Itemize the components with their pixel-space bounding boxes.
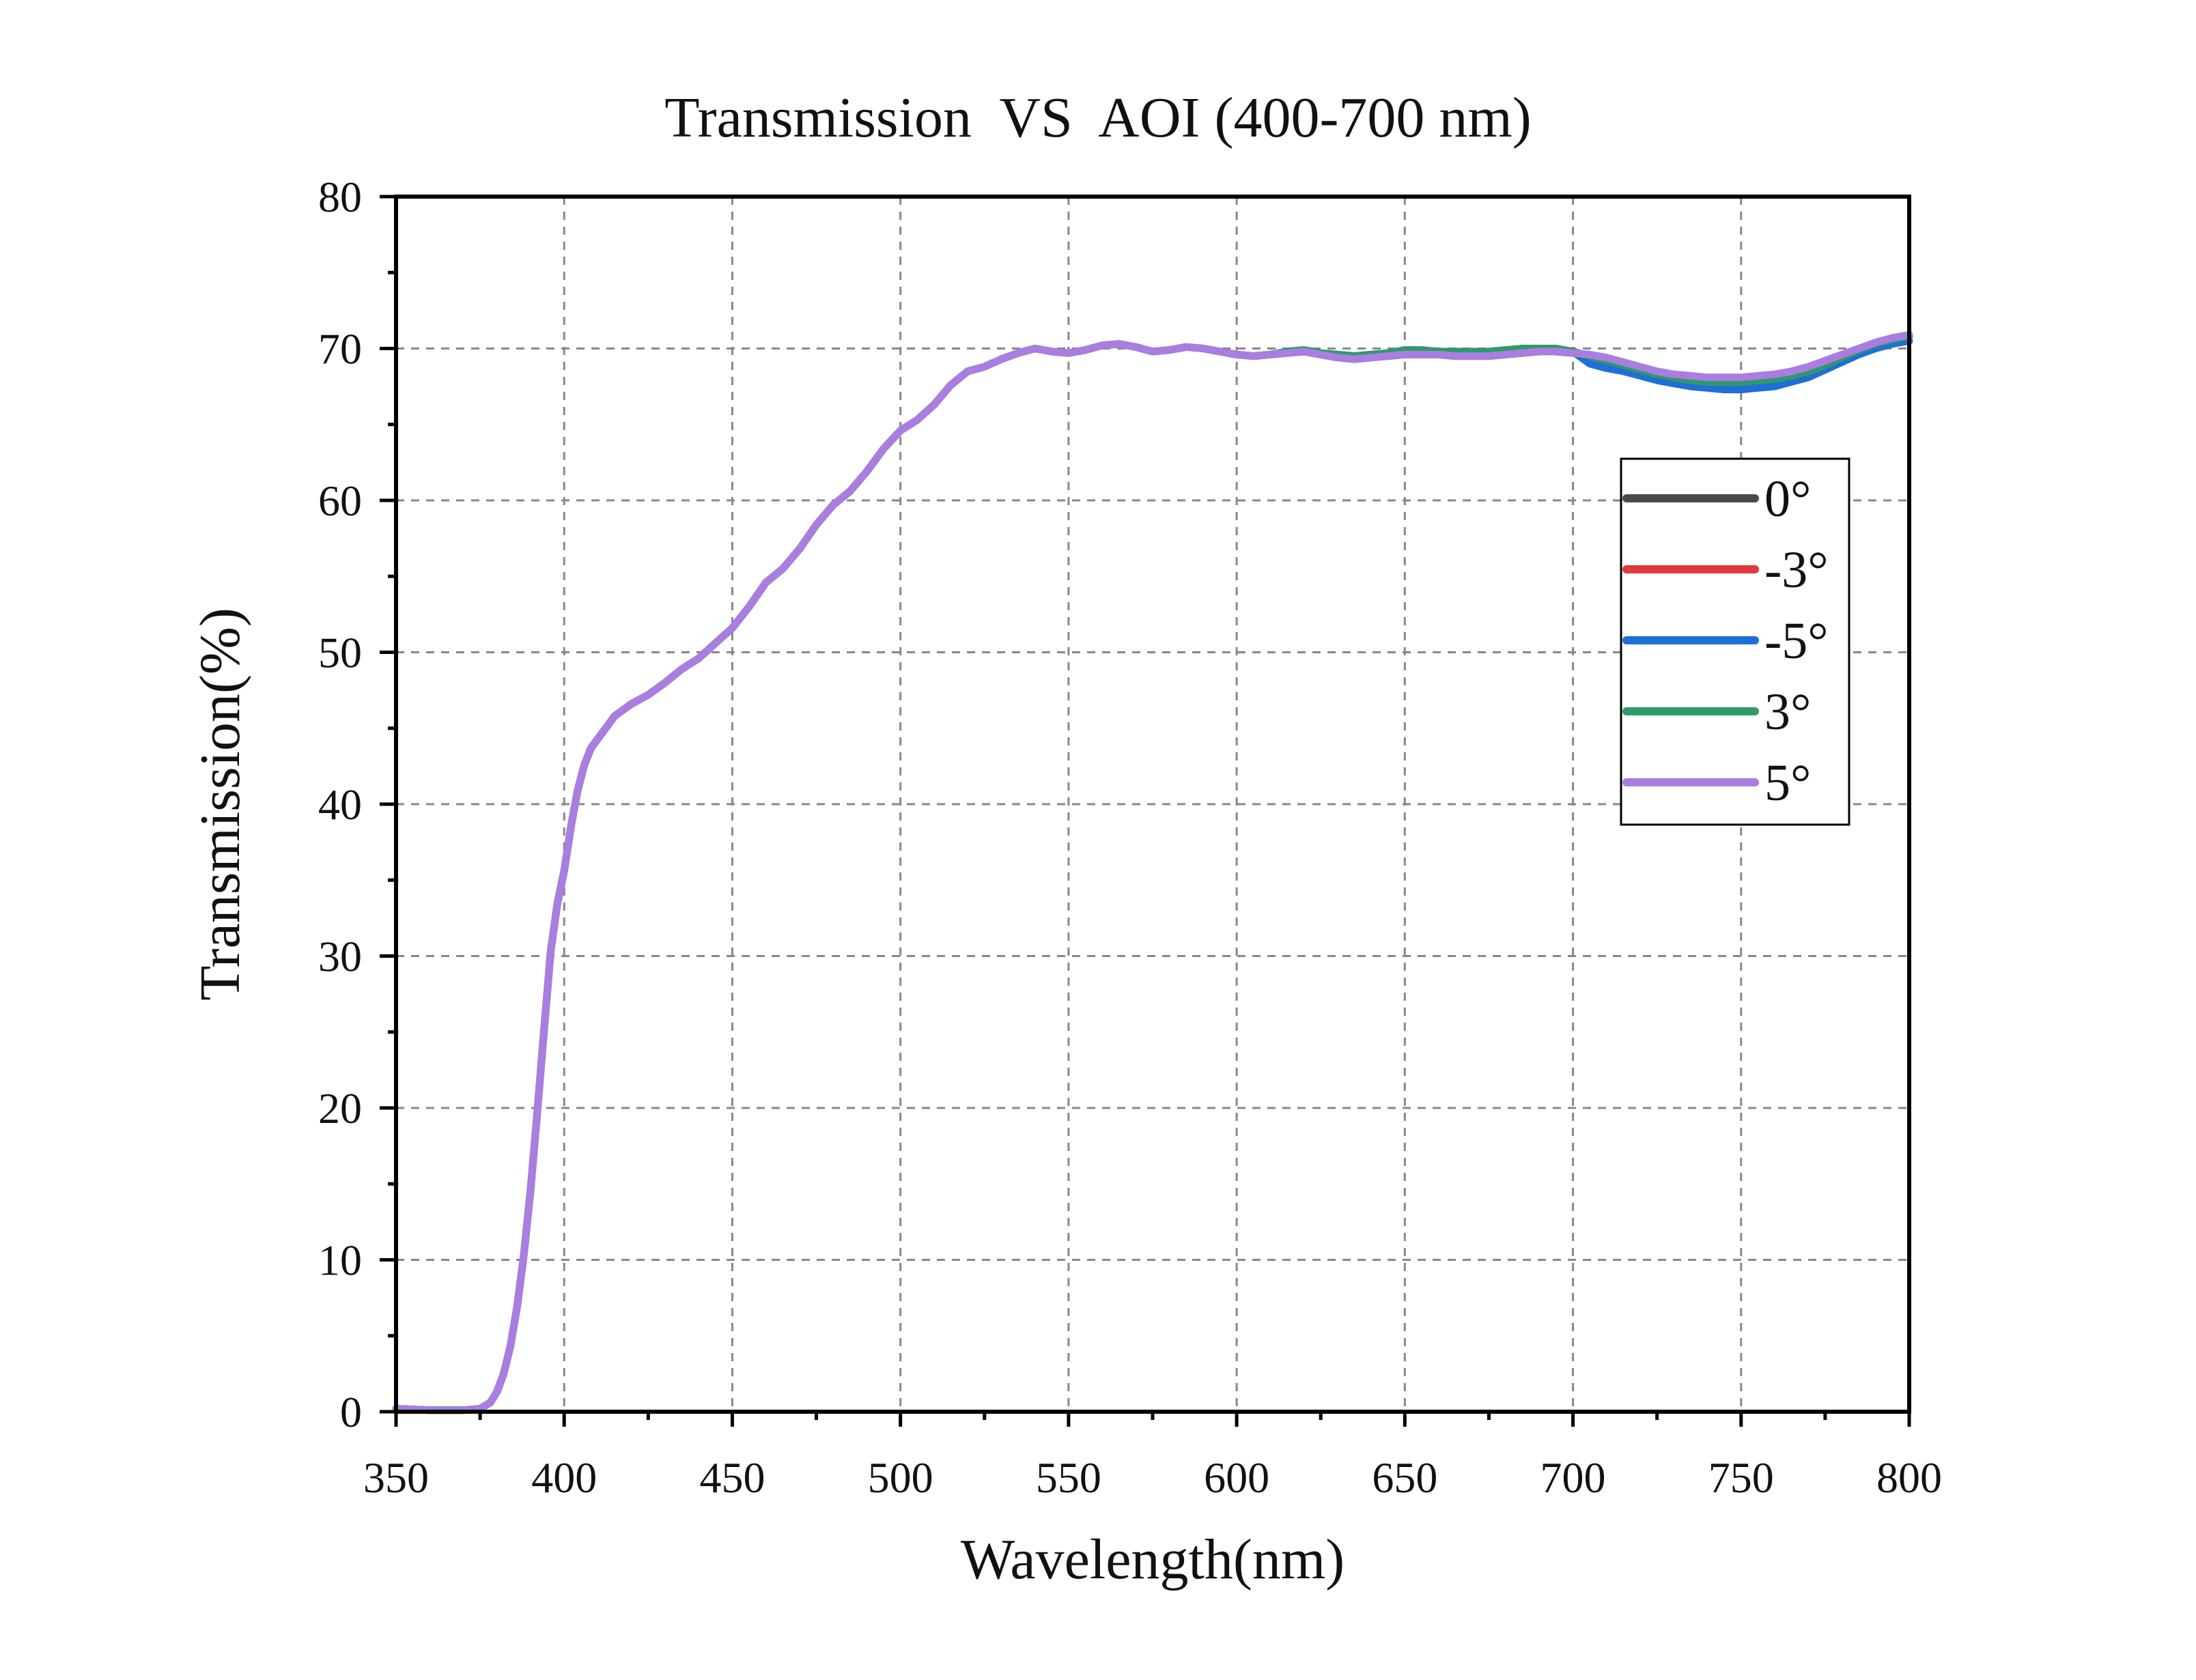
x-tick-label: 600 (1204, 1453, 1269, 1502)
y-tick-label: 40 (318, 780, 362, 829)
x-tick-label: 350 (363, 1453, 429, 1502)
y-tick-label: 70 (318, 325, 362, 373)
legend-label-2: -5° (1764, 612, 1829, 670)
series-line-4 (392, 331, 1913, 1414)
y-tick-label: 60 (318, 476, 362, 525)
y-tick-label: 10 (318, 1236, 362, 1285)
y-axis-label: Transmission(%) (188, 608, 252, 1001)
legend-label-3: 3° (1764, 683, 1811, 741)
y-tick-label: 80 (318, 173, 362, 221)
series-lines (392, 331, 1913, 1414)
x-tick-label: 750 (1708, 1453, 1774, 1502)
x-tick-label: 500 (868, 1453, 933, 1502)
x-tick-label: 450 (699, 1453, 765, 1502)
y-tick-label: 0 (340, 1388, 362, 1436)
x-tick-label: 550 (1036, 1453, 1101, 1502)
x-tick-label: 700 (1540, 1453, 1606, 1502)
x-tick-label: 650 (1372, 1453, 1437, 1502)
x-tick-label: 400 (531, 1453, 597, 1502)
legend-label-1: -3° (1764, 541, 1829, 599)
legend-label-4: 5° (1764, 754, 1811, 812)
axis-ticks: 350 400 450 500 550 600 650 700 750 800 0 10 20 30 40 5… (318, 173, 1942, 1502)
y-tick-label: 30 (318, 932, 362, 981)
legend-label-0: 0° (1764, 470, 1811, 528)
y-tick-label: 20 (318, 1084, 362, 1133)
x-tick-label: 800 (1876, 1453, 1942, 1502)
legend: 0° -3° -5° 3° 5° (1620, 457, 1850, 826)
y-tick-label: 50 (318, 629, 362, 677)
x-axis-label: Wavelength(nm) (961, 1528, 1345, 1591)
chart-title: Transmission VS AOI (400-700 nm) (664, 86, 1531, 150)
